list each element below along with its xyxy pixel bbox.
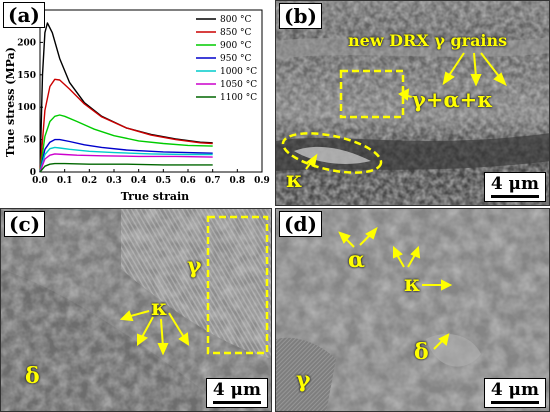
region-box-c [206, 215, 269, 355]
chart-ticks: 0.0 0.1 0.2 0.3 0.4 0.5 0.6 0.7 0.8 0.9 0 50 100 150 2… [17, 6, 270, 186]
y-tick-label: 100 [17, 103, 36, 113]
scale-bar-label-c: 4 μm [212, 380, 261, 400]
kappa-ellipse-b [281, 132, 383, 174]
label-new-drx-grains: new DRX γ grains [348, 31, 508, 50]
label-alpha-d: α [348, 247, 365, 273]
panel-letter-a: (a) [3, 2, 45, 28]
series-line-4 [39, 146, 213, 173]
scale-bar-b: 4 μm [483, 172, 546, 202]
sem-micrograph-b [276, 1, 549, 205]
series-line-5 [39, 153, 213, 173]
region-box-b [339, 69, 405, 119]
legend-label-1: 850 °C [220, 28, 252, 38]
x-tick-label: 0.6 [180, 176, 196, 186]
stress-strain-chart-panel: 0.0 0.1 0.2 0.3 0.4 0.5 0.6 0.7 0.8 0.9 0 50 100 150 2… [0, 0, 272, 206]
arrows-d [338, 226, 453, 350]
x-tick-label: 0.1 [57, 176, 73, 186]
annotations-d [338, 226, 453, 350]
scale-bar-label-b: 4 μm [490, 174, 539, 194]
sem-image-c: (c) γ κ δ 4 μm [0, 208, 272, 412]
panel-letter-c: (c) [4, 211, 46, 237]
label-kappa-b: κ [286, 167, 303, 193]
scale-bar-line-c [212, 401, 261, 404]
label-kappa-d: κ [404, 271, 421, 297]
scale-bar-d: 4 μm [483, 378, 546, 408]
arrows-c [119, 310, 190, 356]
y-tick-label: 50 [23, 136, 36, 146]
y-tick-label: 200 [17, 38, 36, 48]
label-gamma-c: γ [187, 253, 202, 279]
scale-bar-label-d: 4 μm [490, 380, 539, 400]
legend-label-5: 1050 °C [220, 80, 257, 90]
chart-series [39, 22, 213, 173]
legend-label-2: 900 °C [220, 41, 252, 51]
x-tick-label: 0.3 [106, 176, 122, 186]
sem-micrograph-d [276, 209, 549, 411]
legend-label-3: 950 °C [220, 54, 252, 64]
x-tick-label: 0.9 [254, 176, 270, 186]
x-tick-label: 0.7 [205, 176, 221, 186]
label-gamma-alpha-kappa: γ+α+κ [412, 87, 493, 112]
series-line-2 [39, 114, 213, 173]
scale-bar-c: 4 μm [205, 378, 268, 408]
chart-axes [39, 9, 263, 173]
annotations-c [119, 215, 269, 356]
x-axis-label: True strain [121, 190, 189, 203]
legend-label-0: 800 °C [220, 15, 252, 25]
series-line-1 [39, 78, 213, 173]
x-tick-label: 0.5 [155, 176, 171, 186]
panel-letter-b: (b) [279, 3, 322, 29]
panel-letter-d: (d) [279, 211, 322, 237]
stress-strain-chart: 0.0 0.1 0.2 0.3 0.4 0.5 0.6 0.7 0.8 0.9 0 50 100 150 2… [4, 6, 270, 203]
label-gamma-d: γ [296, 367, 311, 393]
sem-image-b: (b) new DRX γ grains γ+α+κ κ 4 μm [275, 0, 550, 206]
plot-frame [39, 9, 263, 173]
x-tick-label: 0.2 [81, 176, 97, 186]
legend-label-6: 1100 °C [220, 93, 257, 103]
y-tick-label: 150 [17, 71, 36, 81]
y-axis-label: True stress (MPa) [4, 47, 17, 157]
scale-bar-line-d [490, 401, 539, 404]
chart-legend: 800 °C 850 °C 900 °C 950 °C 1000 °C 1050 °C 11… [196, 15, 257, 103]
x-tick-label: 0.0 [32, 176, 48, 186]
label-delta-d: δ [414, 339, 429, 365]
annotations-b [281, 52, 507, 174]
label-delta-c: δ [25, 363, 40, 389]
sem-image-d: (d) α κ δ γ 4 μm [275, 208, 550, 412]
x-tick-label: 0.8 [229, 176, 245, 186]
scale-bar-line-b [490, 195, 539, 198]
legend-label-4: 1000 °C [220, 67, 257, 77]
arrows-b [305, 52, 507, 170]
label-kappa-c: κ [151, 295, 168, 321]
series-line-3 [39, 138, 213, 173]
x-tick-label: 0.4 [131, 176, 147, 186]
series-line-6 [39, 162, 213, 173]
sem-micrograph-c [1, 209, 271, 411]
y-tick-label: 0 [30, 168, 36, 178]
